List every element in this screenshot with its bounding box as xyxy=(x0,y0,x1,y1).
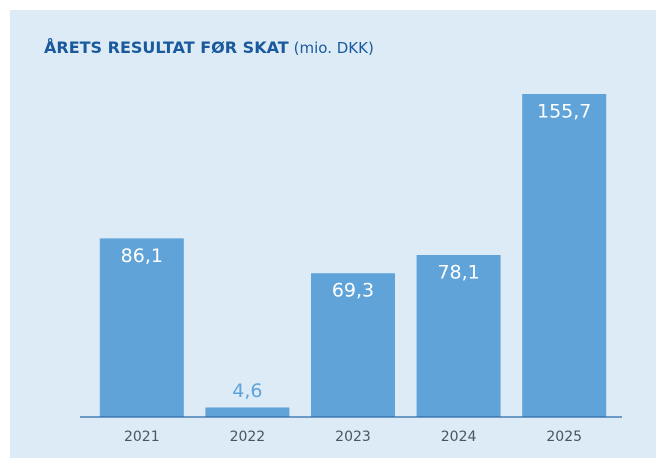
bar xyxy=(205,407,290,417)
x-tick-label: 2023 xyxy=(335,429,371,445)
value-label: 69,3 xyxy=(332,280,374,302)
bar xyxy=(99,238,184,417)
value-label: 86,1 xyxy=(121,245,163,267)
x-tick-label: 2021 xyxy=(124,429,160,445)
value-label: 78,1 xyxy=(437,261,479,283)
value-label: 155,7 xyxy=(537,101,591,123)
bar xyxy=(311,273,395,417)
bar xyxy=(416,254,501,417)
bar xyxy=(522,94,607,417)
x-tick-label: 2024 xyxy=(441,429,477,445)
value-label: 4,6 xyxy=(232,380,262,402)
x-tick-label: 2025 xyxy=(546,429,582,445)
x-tick-label: 2022 xyxy=(230,429,266,445)
chart-subtitle: (mio. DKK) xyxy=(294,39,374,57)
chart-title-line: ÅRETS RESULTAT FØR SKAT (mio. DKK) xyxy=(44,38,374,57)
chart-title: ÅRETS RESULTAT FØR SKAT xyxy=(44,38,289,57)
